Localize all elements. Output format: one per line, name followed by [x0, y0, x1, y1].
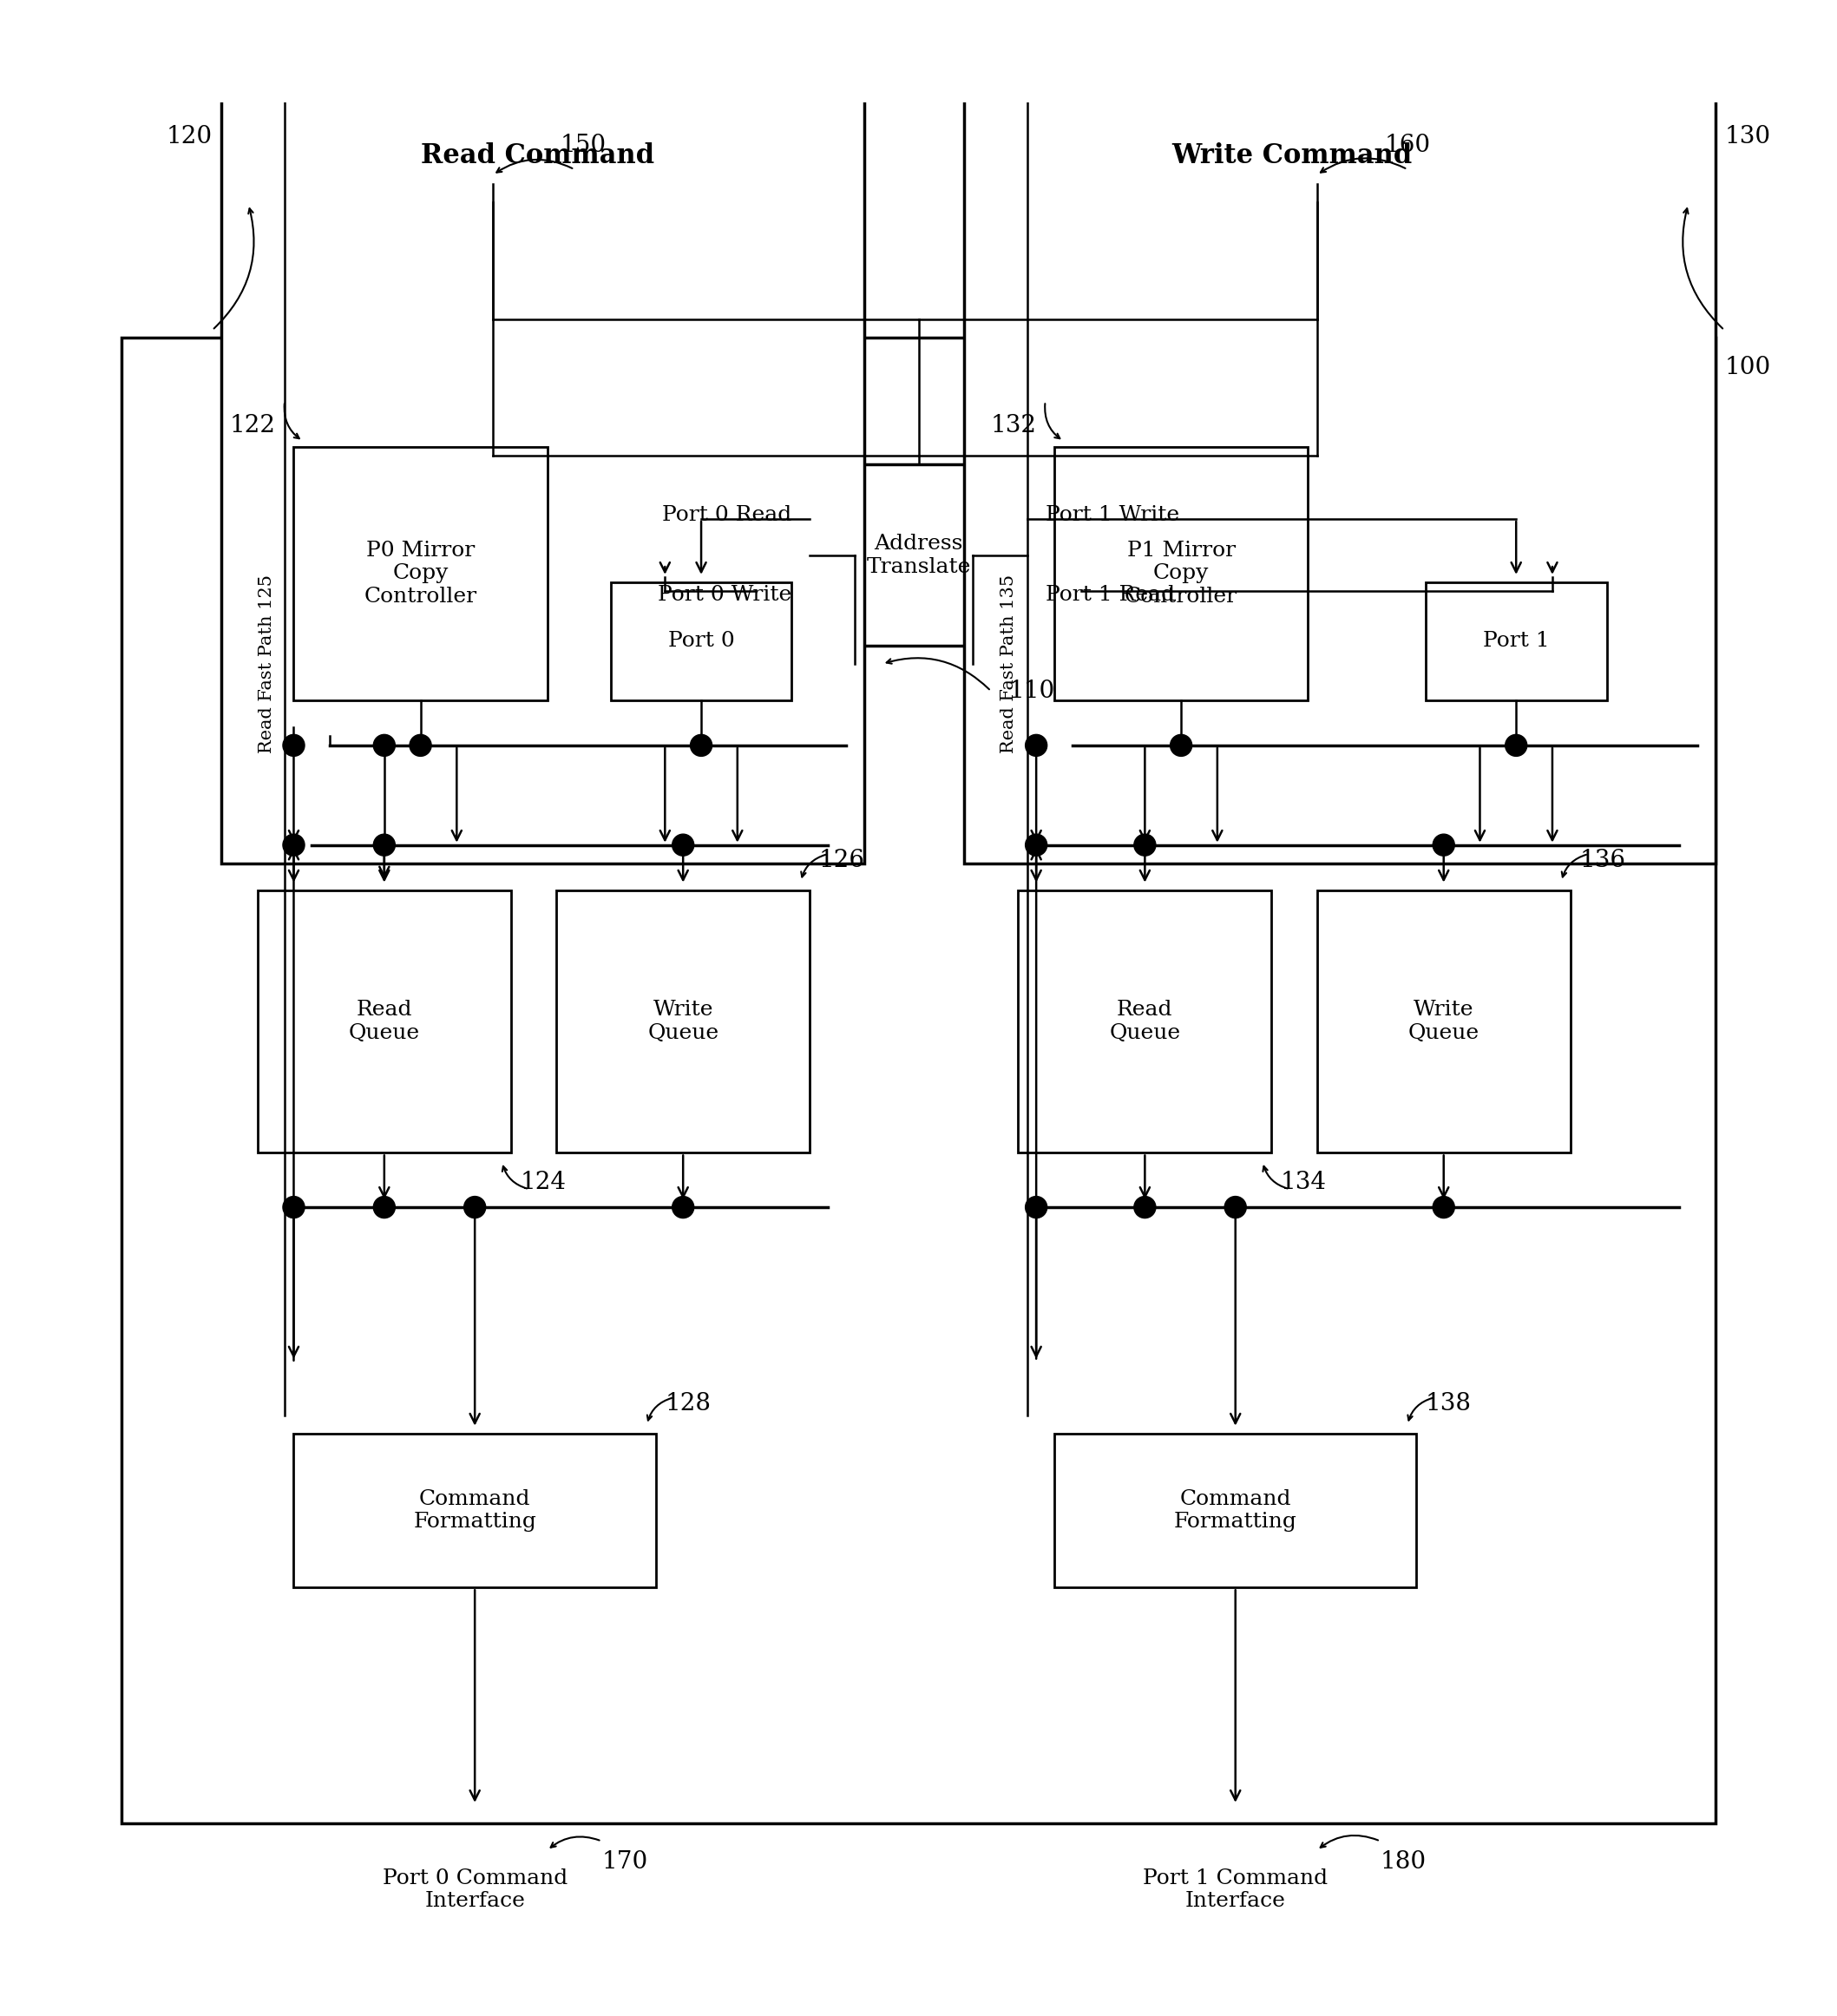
Text: Write Command: Write Command	[1172, 143, 1413, 169]
Text: Port 1 Command
Interface: Port 1 Command Interface	[1143, 1869, 1328, 1911]
Circle shape	[373, 734, 395, 756]
FancyBboxPatch shape	[1317, 891, 1571, 1153]
Text: Port 0: Port 0	[669, 631, 735, 651]
Circle shape	[691, 734, 713, 756]
Circle shape	[373, 1195, 395, 1218]
Text: Command
Formatting: Command Formatting	[413, 1490, 536, 1532]
FancyBboxPatch shape	[257, 891, 511, 1153]
Text: 130: 130	[1725, 125, 1771, 147]
Text: P0 Mirror
Copy
Controller: P0 Mirror Copy Controller	[364, 540, 478, 607]
Text: Read Fast Path 135: Read Fast Path 135	[1001, 575, 1018, 754]
Circle shape	[1133, 1195, 1155, 1218]
Circle shape	[1433, 1195, 1455, 1218]
Text: 122: 122	[230, 413, 276, 437]
Text: Read
Queue: Read Queue	[1110, 1000, 1181, 1042]
Text: 150: 150	[560, 133, 606, 157]
Text: 132: 132	[990, 413, 1036, 437]
FancyBboxPatch shape	[294, 446, 547, 700]
Circle shape	[1133, 835, 1155, 857]
FancyBboxPatch shape	[557, 891, 810, 1153]
Text: Port 0 Read: Port 0 Read	[661, 506, 792, 526]
Text: P1 Mirror
Copy
Controller: P1 Mirror Copy Controller	[1124, 540, 1238, 607]
FancyBboxPatch shape	[1054, 1433, 1416, 1587]
FancyBboxPatch shape	[810, 464, 1027, 645]
Text: Port 1 Read: Port 1 Read	[1045, 585, 1174, 605]
Text: Write
Queue: Write Queue	[647, 1000, 718, 1042]
Text: 128: 128	[665, 1393, 711, 1415]
Text: 110: 110	[1009, 679, 1054, 704]
Circle shape	[1025, 835, 1047, 857]
Text: Read Command: Read Command	[421, 143, 654, 169]
Circle shape	[1025, 1195, 1047, 1218]
Text: Read
Queue: Read Queue	[349, 1000, 421, 1042]
FancyBboxPatch shape	[294, 1433, 656, 1587]
Text: 100: 100	[1725, 357, 1771, 379]
Text: Command
Formatting: Command Formatting	[1174, 1490, 1297, 1532]
FancyBboxPatch shape	[220, 0, 863, 863]
FancyBboxPatch shape	[964, 0, 1716, 863]
Text: Port 0 Command
Interface: Port 0 Command Interface	[382, 1869, 568, 1911]
Text: 126: 126	[819, 849, 865, 873]
FancyBboxPatch shape	[121, 339, 1716, 1822]
Circle shape	[1025, 734, 1047, 756]
Text: 120: 120	[165, 125, 213, 147]
Circle shape	[1505, 734, 1527, 756]
Circle shape	[1170, 734, 1192, 756]
Text: Port 1 Write: Port 1 Write	[1045, 506, 1179, 526]
Text: Address
Translate: Address Translate	[867, 534, 970, 577]
Text: 138: 138	[1426, 1393, 1471, 1415]
Text: Port 1: Port 1	[1482, 631, 1549, 651]
FancyBboxPatch shape	[610, 583, 792, 700]
Text: 124: 124	[520, 1171, 566, 1193]
Text: 136: 136	[1580, 849, 1626, 873]
Text: 170: 170	[601, 1851, 648, 1873]
Circle shape	[410, 734, 432, 756]
Text: Read Fast Path 125: Read Fast Path 125	[259, 575, 276, 754]
Circle shape	[283, 734, 305, 756]
Circle shape	[283, 835, 305, 857]
Circle shape	[1433, 835, 1455, 857]
FancyBboxPatch shape	[1018, 891, 1271, 1153]
Text: 180: 180	[1380, 1851, 1426, 1873]
Text: 134: 134	[1280, 1171, 1326, 1193]
Circle shape	[672, 1195, 694, 1218]
Circle shape	[672, 835, 694, 857]
Circle shape	[1225, 1195, 1245, 1218]
FancyBboxPatch shape	[1054, 446, 1308, 700]
Text: Port 0 Write: Port 0 Write	[658, 585, 792, 605]
Circle shape	[373, 835, 395, 857]
Circle shape	[465, 1195, 485, 1218]
Text: Write
Queue: Write Queue	[1407, 1000, 1479, 1042]
Text: 160: 160	[1385, 133, 1431, 157]
Circle shape	[283, 1195, 305, 1218]
FancyBboxPatch shape	[1426, 583, 1607, 700]
